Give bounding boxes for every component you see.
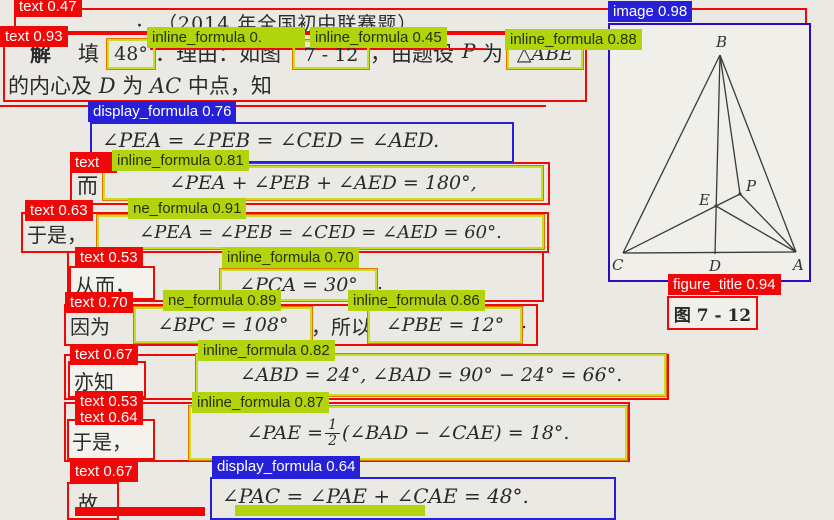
segment-CE	[622, 205, 717, 254]
yinwei-mid: ，所以	[311, 315, 371, 339]
label-text-064: text 0.64	[75, 409, 143, 425]
er-prefix: 而	[77, 174, 98, 198]
box-edge-red-underline	[150, 48, 485, 50]
line2-p1: 的内心及	[8, 74, 92, 98]
label-cutoff-green	[235, 505, 425, 516]
yushi2-formula-pre: ∠PAE =	[246, 422, 324, 444]
yushi2-prefix: 于是，	[72, 430, 132, 454]
label-text-070: text 0.70	[65, 292, 133, 313]
vertex-label-C: C	[612, 256, 624, 274]
label-text-053a: text 0.53	[75, 247, 143, 268]
formula-48deg: 48°	[114, 43, 148, 65]
line2-wei: 为	[122, 74, 144, 98]
conger-period: .	[377, 272, 384, 294]
label-display-formula-076: display_formula 0.76	[88, 101, 237, 122]
solution-p: P	[462, 39, 476, 63]
figure-caption: 图 7 - 12	[673, 305, 752, 326]
line2-p2: 中点，知	[187, 74, 272, 98]
box-inline-formula-081: ∠PEA + ∠PEB + ∠AED = 180°,	[103, 166, 543, 200]
segment-CA	[622, 251, 797, 254]
label-inline-formula-087: inline_formula 0.87	[192, 392, 329, 413]
fraction-denominator: 2	[328, 432, 337, 449]
label-text-067b: text 0.67	[70, 461, 138, 482]
label-text-053b: text 0.53	[75, 391, 143, 412]
segment-BA	[719, 54, 797, 253]
box-inline-formula-086: ∠PBE = 12°	[368, 307, 522, 343]
yinwei-prefix: 因为	[70, 315, 110, 339]
vertex-label-A: A	[791, 256, 804, 274]
label-inline-formula-truncated: inline_formula 0.	[147, 27, 305, 48]
box-inline-formula-082: ∠ABD = 24°, ∠BAD = 90° − 24° = 66°.	[196, 354, 666, 396]
box-inline-formula-48deg: 48°	[107, 39, 155, 69]
box-display-formula-076: ∠PEA = ∠PEB = ∠CED = ∠AED.	[90, 122, 514, 163]
attribution-dot: ·	[136, 14, 143, 39]
label-figure-title-094: figure_title 0.94	[668, 274, 781, 295]
formula-fig-ref: 7 - 12	[303, 43, 359, 66]
label-text-067a: text 0.67	[70, 344, 138, 365]
yushi2-formula-post: (∠BAD − ∠CAE) = 18°.	[342, 422, 570, 444]
segment-EP	[715, 193, 741, 207]
yinwei-formula-1: ∠BPC = 108°	[157, 314, 289, 336]
box-inline-formula-091: ∠PEA = ∠PEB = ∠CED = ∠AED = 60°.	[97, 215, 544, 249]
box-figure-title: 图 7 - 12	[667, 296, 758, 330]
label-inline-formula-082: inline_formula 0.82	[198, 340, 335, 361]
yushi1-formula: ∠PEA = ∠PEB = ∠CED = ∠AED = 60°.	[139, 221, 502, 243]
yushi2-fraction: 1 2	[325, 417, 340, 449]
display-formula-2: ∠PAC = ∠PAE + ∠CAE = 48°.	[222, 484, 529, 508]
label-inline-formula-070: inline_formula 0.70	[222, 247, 359, 268]
label-display-formula-064: display_formula 0.64	[212, 456, 361, 477]
vertex-label-P: P	[745, 177, 757, 195]
yinwei-formula-2: ∠PBE = 12°	[385, 314, 505, 336]
box-edge-red-top	[0, 105, 546, 107]
yinwei-period: .	[521, 311, 528, 333]
label-image-098: image 0.98	[608, 1, 693, 22]
segment-BC	[622, 54, 721, 254]
yizhi-prefix: 亦知	[74, 370, 114, 394]
label-inline-formula-081: inline_formula 0.81	[112, 150, 249, 171]
segment-EA	[715, 205, 797, 253]
label-inline-formula-091: ne_formula 0.91	[128, 198, 247, 219]
fraction-numerator: 1	[325, 417, 340, 434]
line2-d: D	[98, 74, 116, 98]
solution-wei: 为	[482, 42, 503, 66]
solution-jie: 解	[30, 41, 51, 66]
label-inline-formula-045: inline_formula 0.45	[310, 27, 447, 48]
point-P	[738, 192, 742, 196]
yizhi-formula: ∠ABD = 24°, ∠BAD = 90° − 24° = 66°.	[239, 364, 623, 386]
vertex-label-D: D	[708, 257, 721, 275]
box-image-098: B C A D E P	[608, 23, 811, 282]
segment-BD	[714, 54, 721, 255]
label-text-063: text 0.63	[25, 200, 93, 221]
yushi1-prefix: 于是，	[27, 223, 87, 247]
segment-BP	[719, 54, 741, 195]
label-text-truncated: text	[70, 152, 117, 173]
label-text-093: text 0.93	[0, 26, 68, 47]
vertex-label-B: B	[715, 33, 727, 51]
box-inline-formula-087: ∠PAE = 1 2 (∠BAD − ∠CAE) = 18°.	[189, 406, 627, 460]
solution-tian: 填	[78, 42, 99, 66]
label-inline-formula-089: ne_formula 0.89	[163, 290, 282, 311]
box-inline-formula-089: ∠BPC = 108°	[134, 307, 312, 343]
vertex-label-E: E	[698, 191, 710, 209]
point-E	[714, 204, 718, 208]
display-formula-1: ∠PEA = ∠PEB = ∠CED = ∠AED.	[102, 128, 440, 152]
solution-line2: 的内心及 D 为 AC 中点，知	[8, 70, 272, 100]
label-inline-formula-086: inline_formula 0.86	[348, 290, 485, 311]
segment-PA	[739, 193, 797, 253]
box-text-er	[70, 162, 550, 205]
label-text-047: text 0.47	[14, 0, 82, 17]
er-formula: ∠PEA + ∠PEB + ∠AED = 180°,	[169, 172, 477, 194]
triangle-figure: B C A D E P	[612, 33, 804, 275]
line2-ac: AC	[149, 74, 182, 98]
label-cutoff-red	[75, 507, 205, 516]
label-inline-formula-088: inline_formula 0.88	[505, 29, 642, 50]
